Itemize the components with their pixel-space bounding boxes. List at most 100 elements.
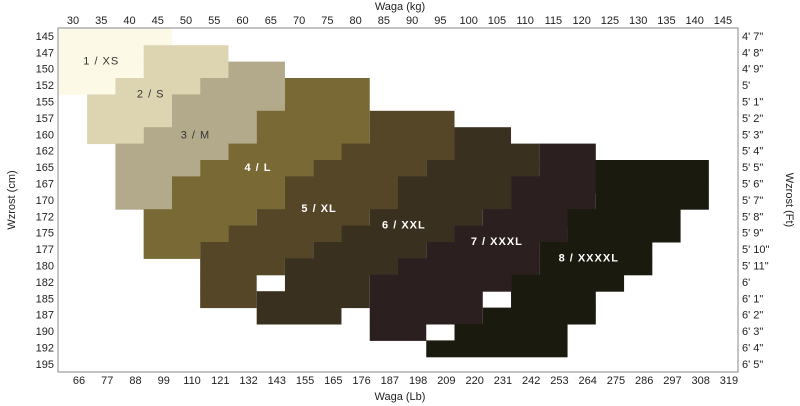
right-tick-label: 5' 10": [742, 244, 770, 256]
size-cell: [454, 143, 540, 161]
right-tick-label: 5': [742, 80, 750, 92]
size-cell: [454, 324, 568, 341]
size-cell: [511, 192, 596, 210]
bottom-tick-label: 187: [381, 375, 399, 387]
right-tick-label: 6' 4": [742, 343, 763, 355]
bottom-tick-label: 253: [550, 375, 568, 387]
right-tick-label: 6' 1": [742, 293, 763, 305]
right-tick-label: 5' 2": [742, 113, 763, 125]
bottom-tick-label: 198: [409, 375, 427, 387]
size-label: 8 / XXXXL: [559, 252, 619, 264]
size-cell: [454, 225, 568, 243]
bottom-tick-label: 66: [73, 375, 85, 387]
left-tick-label: 190: [36, 326, 54, 338]
top-tick-label: 80: [349, 15, 361, 27]
size-cell: [397, 258, 540, 276]
size-cell: [313, 160, 427, 177]
size-cell: [369, 291, 483, 309]
size-cell: [200, 258, 285, 276]
size-cell: [171, 110, 257, 128]
right-tick-label: 4' 7": [742, 31, 763, 43]
left-tick-label: 167: [36, 179, 54, 191]
size-cell: [58, 61, 144, 79]
size-cell: [115, 192, 172, 210]
top-tick-label: 130: [629, 15, 647, 27]
right-tick-label: 5' 5": [742, 162, 763, 174]
bottom-tick-label: 286: [635, 375, 653, 387]
size-cell: [426, 340, 568, 358]
size-cell: [143, 127, 257, 145]
size-cell: [511, 291, 596, 309]
size-label: 6 / XXL: [382, 220, 426, 232]
top-tick-label: 105: [488, 15, 506, 27]
size-cell: [200, 160, 314, 177]
top-tick-label: 30: [67, 15, 79, 27]
size-cell: [284, 192, 398, 210]
right-tick-label: 5' 8": [742, 211, 763, 223]
size-cell: [369, 324, 427, 341]
bottom-tick-label: 77: [101, 375, 113, 387]
size-cell: [87, 110, 172, 128]
size-cell: [256, 127, 370, 145]
size-label: 4 / L: [244, 162, 271, 174]
right-tick-label: 4' 8": [742, 47, 763, 59]
size-cell: [200, 274, 257, 292]
bottom-tick-label: 143: [268, 375, 286, 387]
size-cell: [284, 78, 370, 95]
left-tick-label: 185: [36, 293, 54, 305]
size-cell: [115, 176, 172, 194]
size-cell: [426, 242, 540, 259]
size-cell: [313, 242, 427, 259]
size-cell: [58, 45, 144, 63]
size-cell: [143, 61, 229, 79]
size-cell: [87, 127, 144, 145]
bottom-tick-label: 275: [607, 375, 625, 387]
bottom-tick-label: 242: [522, 375, 540, 387]
size-cell: [595, 192, 709, 210]
left-tick-label: 192: [36, 343, 54, 355]
size-cell: [143, 242, 201, 259]
top-tick-label: 140: [686, 15, 704, 27]
size-cell: [115, 160, 201, 177]
size-cell: [200, 291, 257, 309]
right-tick-label: 5' 7": [742, 195, 763, 207]
right-tick-label: 6': [742, 277, 750, 289]
bottom-axis-title: Waga (Lb): [375, 391, 426, 403]
size-cell: [228, 61, 285, 79]
size-cell: [539, 258, 653, 276]
top-axis-title: Waga (kg): [375, 1, 425, 13]
bottom-tick-label: 319: [720, 375, 738, 387]
left-tick-label: 160: [36, 129, 54, 141]
size-cell: [482, 307, 596, 325]
left-tick-label: 180: [36, 261, 54, 273]
size-cell: [58, 28, 172, 46]
top-tick-label: 75: [321, 15, 333, 27]
size-cell: [284, 258, 398, 276]
size-cell: [284, 94, 370, 112]
bottom-tick-label: 88: [129, 375, 141, 387]
top-tick-label: 145: [714, 15, 732, 27]
top-tick-label: 90: [406, 15, 418, 27]
size-cell: [454, 127, 512, 145]
size-cell: [369, 274, 512, 292]
left-tick-label: 147: [36, 47, 54, 59]
right-tick-label: 4' 9": [742, 64, 763, 76]
top-tick-label: 100: [459, 15, 477, 27]
size-cell: [58, 78, 116, 95]
top-tick-label: 120: [573, 15, 591, 27]
top-tick-label: 60: [236, 15, 248, 27]
right-tick-label: 5' 9": [742, 228, 763, 240]
size-label: 5 / XL: [301, 203, 336, 215]
size-label: 1 / XS: [83, 56, 119, 68]
top-tick-label: 135: [657, 15, 675, 27]
top-tick-label: 115: [545, 15, 563, 27]
bottom-tick-label: 132: [239, 375, 257, 387]
left-tick-label: 165: [36, 162, 54, 174]
left-tick-label: 170: [36, 195, 54, 207]
right-tick-label: 5' 6": [742, 179, 763, 191]
size-cell: [595, 176, 709, 194]
size-cell: [171, 94, 285, 112]
size-cell: [228, 143, 342, 161]
size-cell: [115, 78, 201, 95]
bottom-tick-label: 297: [663, 375, 681, 387]
